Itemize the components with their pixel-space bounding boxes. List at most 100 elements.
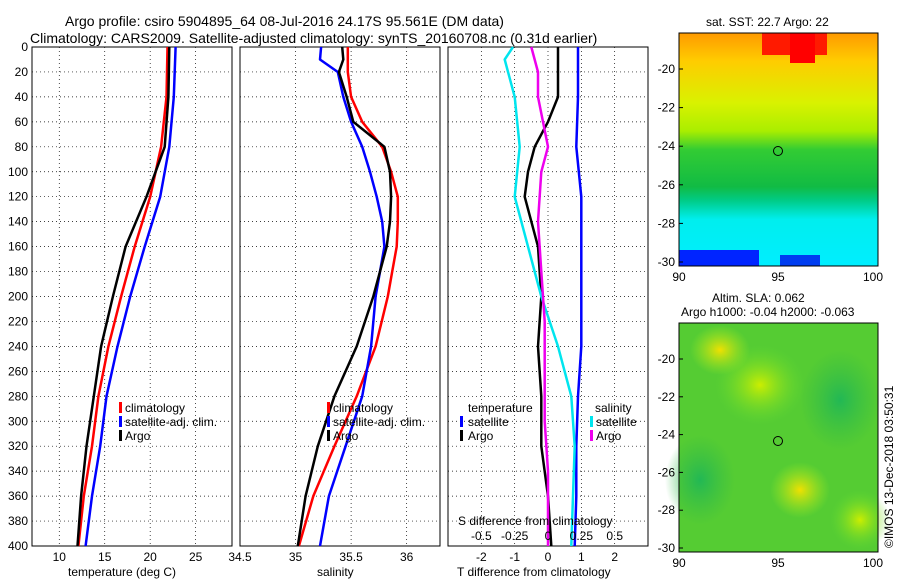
lon-tick-label: 100	[863, 556, 883, 570]
sla-map: Altim. SLA: 0.062 Argo h1000: -0.04 h200…	[658, 291, 890, 570]
x-tick-label: 20	[144, 550, 158, 564]
depth-tick-label: 280	[8, 389, 28, 403]
salinity-frame	[239, 46, 441, 547]
lat-tick-label: -28	[658, 503, 676, 517]
series-satellite-adj-clim-	[84, 46, 177, 547]
lat-tick-label: -28	[658, 216, 676, 230]
temperature-frame	[31, 46, 233, 547]
t-difference-xlabel: T difference from climatology	[457, 565, 611, 579]
difference-legend-salinity: salinity satellite Argo	[590, 401, 637, 443]
series-s-satellite	[503, 46, 576, 547]
lon-tick-label: 90	[672, 556, 686, 570]
depth-tick-label: 0	[21, 40, 28, 54]
depth-tick-label: 160	[8, 240, 28, 254]
x-tick-label: 2	[611, 550, 618, 564]
salinity-xlabel: salinity	[317, 565, 354, 579]
x-tick-label: 34.5	[228, 550, 252, 564]
s-difference-tick-labels: -0.5 -0.25 0 0.25 0.5	[471, 529, 623, 543]
lat-tick-label: -22	[658, 390, 676, 404]
lat-tick-label: -30	[658, 541, 676, 555]
sst-map: sat. SST: 22.7 Argo: 22 -20-22-24-26-28-…	[658, 15, 884, 284]
lat-tick-label: -22	[658, 101, 676, 115]
s-diff-tick-label: -0.25	[501, 529, 529, 543]
depth-tick-label: 360	[8, 489, 28, 503]
series-s-argo	[530, 46, 550, 546]
t-difference-tick-labels: -2 -1 0 1 2	[476, 550, 618, 564]
legend-climatology-s: climatology	[333, 401, 393, 415]
sst-cold-patch-2	[780, 255, 820, 266]
salinity-grid	[239, 46, 440, 547]
legend-argo-s: Argo	[333, 429, 359, 443]
depth-tick-label: 240	[8, 339, 28, 353]
sst-lon-ticks: 90 95 100	[672, 270, 883, 284]
temperature-panel: 0 20 40 60 80 100 120 140 160 180 200 220 240 260 280 3…	[8, 40, 233, 579]
lat-tick-label: -24	[658, 139, 676, 153]
depth-tick-label: 340	[8, 464, 28, 478]
sst-cold-patch	[679, 250, 759, 266]
s-diff-tick-label: -0.5	[471, 529, 492, 543]
lon-tick-label: 95	[771, 556, 785, 570]
x-tick-label: -1	[509, 550, 520, 564]
s-diff-tick-label: 0.25	[570, 529, 594, 543]
lat-tick-label: -30	[658, 255, 676, 269]
depth-tick-label: 320	[8, 439, 28, 453]
sst-map-title: sat. SST: 22.7 Argo: 22	[706, 15, 829, 29]
x-tick-label: 10	[53, 550, 67, 564]
series-climatology	[77, 46, 169, 547]
sla-blob	[830, 490, 890, 550]
sla-float-marker	[773, 436, 783, 446]
series-climatology	[297, 47, 400, 547]
legend-satellite: satellite-adj. clim.	[125, 415, 217, 429]
depth-tick-label: 60	[15, 115, 29, 129]
x-tick-label: 0	[545, 550, 552, 564]
lon-tick-label: 90	[672, 270, 686, 284]
temperature-series	[76, 46, 177, 547]
x-tick-label: 25	[189, 550, 203, 564]
temperature-legend: climatology satellite-adj. clim. Argo	[119, 401, 217, 443]
x-tick-label: 1	[578, 550, 585, 564]
series-satellite-adj-clim-	[318, 46, 386, 547]
lat-tick-label: -26	[658, 465, 676, 479]
legend-s-argo: Argo	[596, 429, 622, 443]
sst-lat-ticks: -20 -22 -24 -26 -28 -30	[658, 62, 683, 269]
series-t-satellite	[573, 47, 583, 547]
x-tick-label: -2	[476, 550, 487, 564]
depth-tick-label: 400	[8, 539, 28, 553]
temperature-xlabel: temperature (deg C)	[68, 565, 176, 579]
sla-blob	[690, 325, 750, 375]
difference-panel: -2 -1 0 1 2 T difference from climatology S …	[447, 46, 649, 579]
depth-tick-label: 140	[8, 215, 28, 229]
lon-tick-label: 95	[771, 270, 785, 284]
depth-tick-label: 300	[8, 414, 28, 428]
s-diff-tick-label: 0.5	[606, 529, 623, 543]
sla-title-2: Argo h1000: -0.04 h2000: -0.063	[681, 305, 855, 319]
temperature-grid	[32, 46, 232, 547]
legend-t-satellite: satellite	[468, 415, 509, 429]
lat-tick-label: -20	[658, 62, 676, 76]
x-tick-label: 35.5	[339, 550, 363, 564]
depth-tick-label: 80	[15, 140, 29, 154]
legend-climatology: climatology	[125, 401, 185, 415]
depth-tick-label: 380	[8, 514, 28, 528]
sst-warm-patch-2	[790, 33, 815, 63]
legend-t-argo: Argo	[468, 429, 494, 443]
lat-tick-label: -24	[658, 428, 676, 442]
legend-t-heading: temperature	[468, 401, 533, 415]
x-tick-label: 15	[98, 550, 112, 564]
salinity-legend: climatology satellite-adj. clim. Argo	[327, 401, 425, 443]
sla-blob	[800, 350, 880, 450]
sla-lon-ticks: 90 95 100	[672, 556, 883, 570]
depth-tick-label: 180	[8, 265, 28, 279]
salinity-panel: 34.5 35 35.5 36 salinity climatology satell…	[228, 46, 441, 579]
legend-argo: Argo	[125, 429, 151, 443]
legend-s-satellite: satellite	[596, 415, 637, 429]
depth-tick-label: 220	[8, 314, 28, 328]
sla-lat-ticks: -20 -22 -24 -26 -28 -30	[658, 352, 683, 555]
sla-blob	[665, 435, 735, 525]
salinity-tick-labels: 34.5 35 35.5 36	[228, 550, 413, 564]
depth-tick-label: 260	[8, 364, 28, 378]
depth-tick-label: 200	[8, 290, 28, 304]
depth-tick-label: 120	[8, 190, 28, 204]
series-t-argo	[523, 47, 560, 547]
